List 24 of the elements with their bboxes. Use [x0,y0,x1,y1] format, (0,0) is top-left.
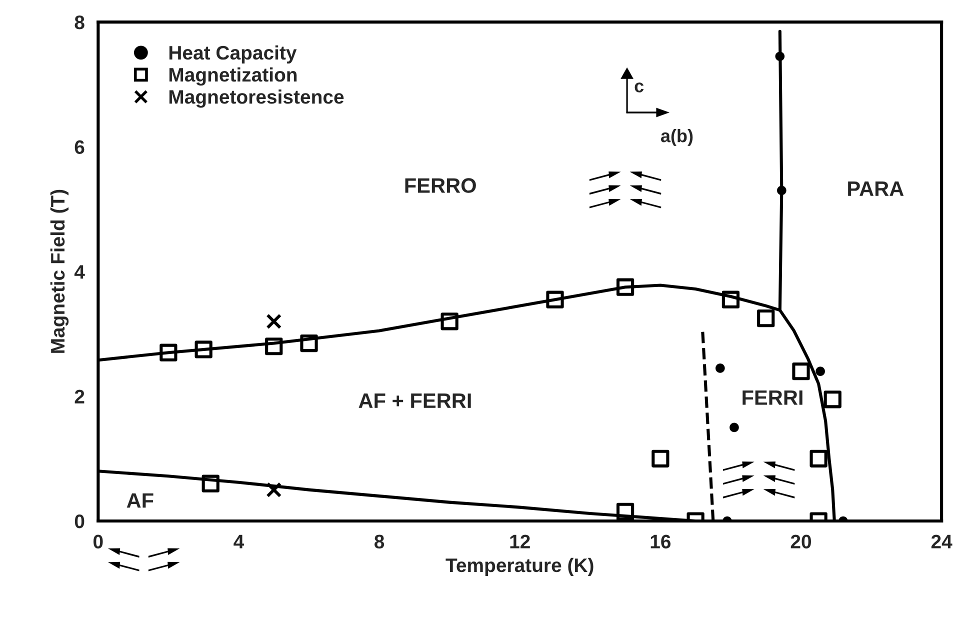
x-tick-label: 16 [650,534,671,548]
annotation: a(b) [660,129,693,146]
y-tick-label: 8 [74,16,84,30]
legend-label: Magnetoresistence [169,90,344,108]
x-tick-label: 0 [94,534,103,548]
annotation: c [634,82,644,92]
y-tick-label: 6 [74,140,84,154]
y-axis-title: Magnetic Field (T) [50,190,69,353]
x-tick-label: 8 [374,534,384,548]
x-tick-label: 24 [931,534,952,548]
legend-label: Magnetization [169,67,297,86]
x-axis-title: Temperature (K) [446,558,594,576]
x-tick-label: 4 [234,534,244,548]
annotation: AF [126,493,154,508]
annotation: FERRI [742,390,802,405]
x-tick-label: 20 [790,534,812,548]
annotation: AF + FERRI [358,394,471,408]
y-tick-label: 4 [74,265,85,279]
annotation: PARA [848,182,904,196]
y-tick-label: 0 [74,514,84,528]
y-tick-label: 2 [74,390,84,404]
x-tick-label: 12 [510,534,530,548]
annotation: FERRO [405,178,476,193]
legend-label: Heat Capacity [169,45,297,64]
